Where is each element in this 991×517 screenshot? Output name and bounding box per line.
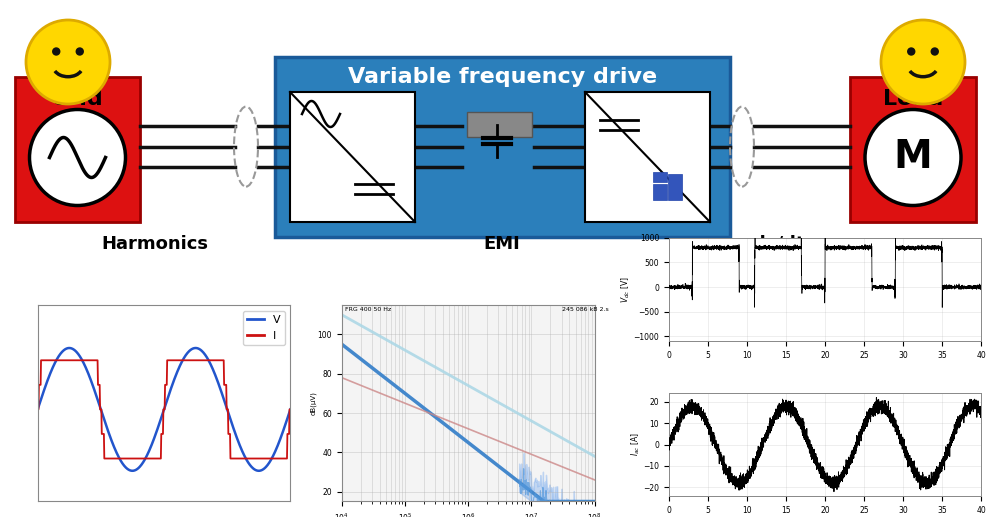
Text: 245 086 kB 2.s: 245 086 kB 2.s	[562, 307, 608, 312]
Bar	[585, 92, 710, 222]
Bar	[275, 57, 730, 237]
Y-axis label: $V_{dc}$ [V]: $V_{dc}$ [V]	[619, 276, 632, 303]
Text: Variable frequency drive: Variable frequency drive	[348, 67, 657, 87]
Bar	[653, 184, 667, 200]
Text: M: M	[894, 139, 933, 176]
Text: Harmonics: Harmonics	[101, 235, 208, 253]
Circle shape	[881, 20, 965, 104]
Circle shape	[865, 110, 961, 205]
Bar	[653, 172, 667, 182]
Circle shape	[53, 47, 60, 56]
Y-axis label: $I_{ac}$ [A]: $I_{ac}$ [A]	[629, 433, 642, 457]
Circle shape	[907, 47, 916, 56]
Bar	[467, 112, 532, 137]
Circle shape	[26, 20, 110, 104]
Y-axis label: dB(µV): dB(µV)	[310, 391, 316, 415]
Text: Grid: Grid	[52, 89, 104, 109]
Bar	[668, 174, 682, 200]
Bar	[15, 77, 140, 222]
Legend: V, I: V, I	[243, 311, 284, 345]
Text: FRG 400 50 Hz: FRG 400 50 Hz	[345, 307, 390, 312]
Text: Load: Load	[883, 89, 943, 109]
Circle shape	[30, 110, 126, 205]
Circle shape	[931, 47, 938, 56]
Circle shape	[75, 47, 84, 56]
Text: dv/dt
Voltage spikes: dv/dt Voltage spikes	[752, 235, 899, 277]
Bar	[290, 92, 415, 222]
Text: EMI: EMI	[484, 235, 520, 253]
Bar	[850, 77, 976, 222]
